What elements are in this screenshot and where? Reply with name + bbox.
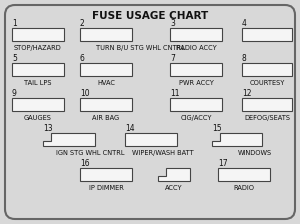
Polygon shape — [43, 133, 95, 146]
Text: 15: 15 — [212, 124, 222, 133]
Text: 13: 13 — [43, 124, 52, 133]
Text: ACCY: ACCY — [165, 185, 183, 191]
Text: 17: 17 — [218, 159, 228, 168]
Text: 12: 12 — [242, 89, 251, 98]
Bar — [125, 133, 177, 146]
Bar — [12, 63, 64, 76]
Text: 11: 11 — [170, 89, 179, 98]
Text: 4: 4 — [242, 19, 247, 28]
Text: RADIO ACCY: RADIO ACCY — [176, 45, 216, 51]
Bar — [80, 168, 132, 181]
Text: PWR ACCY: PWR ACCY — [178, 80, 213, 86]
Text: TURN B/U STG WHL CNTRL: TURN B/U STG WHL CNTRL — [96, 45, 184, 51]
Text: 3: 3 — [170, 19, 175, 28]
Text: STOP/HAZARD: STOP/HAZARD — [14, 45, 62, 51]
Text: GAUGES: GAUGES — [24, 115, 52, 121]
Text: COURTESY: COURTESY — [249, 80, 285, 86]
Text: IP DIMMER: IP DIMMER — [88, 185, 123, 191]
Bar — [242, 28, 292, 41]
Bar — [170, 98, 222, 111]
Text: 7: 7 — [170, 54, 175, 63]
Text: TAIL LPS: TAIL LPS — [24, 80, 52, 86]
Text: IGN STG WHL CNTRL: IGN STG WHL CNTRL — [56, 150, 124, 156]
Text: 1: 1 — [12, 19, 17, 28]
Text: 10: 10 — [80, 89, 90, 98]
Text: 14: 14 — [125, 124, 135, 133]
Bar — [218, 168, 270, 181]
Bar — [242, 98, 292, 111]
FancyBboxPatch shape — [5, 5, 295, 219]
Text: 2: 2 — [80, 19, 85, 28]
Text: 5: 5 — [12, 54, 17, 63]
Text: 8: 8 — [242, 54, 247, 63]
Text: FUSE USAGE CHART: FUSE USAGE CHART — [92, 11, 208, 21]
Bar — [80, 28, 132, 41]
Bar — [12, 28, 64, 41]
Text: RADIO: RADIO — [233, 185, 254, 191]
Text: 16: 16 — [80, 159, 90, 168]
Text: WINDOWS: WINDOWS — [238, 150, 272, 156]
Text: DEFOG/SEATS: DEFOG/SEATS — [244, 115, 290, 121]
Text: 6: 6 — [80, 54, 85, 63]
Bar — [170, 28, 222, 41]
Bar — [242, 63, 292, 76]
Text: HVAC: HVAC — [97, 80, 115, 86]
Text: 9: 9 — [12, 89, 17, 98]
Polygon shape — [212, 133, 262, 146]
Bar — [170, 63, 222, 76]
Text: CIG/ACCY: CIG/ACCY — [180, 115, 212, 121]
Polygon shape — [158, 168, 190, 181]
Bar — [80, 63, 132, 76]
Text: WIPER/WASH BATT: WIPER/WASH BATT — [132, 150, 194, 156]
Text: AIR BAG: AIR BAG — [92, 115, 120, 121]
Bar — [80, 98, 132, 111]
Bar — [12, 98, 64, 111]
